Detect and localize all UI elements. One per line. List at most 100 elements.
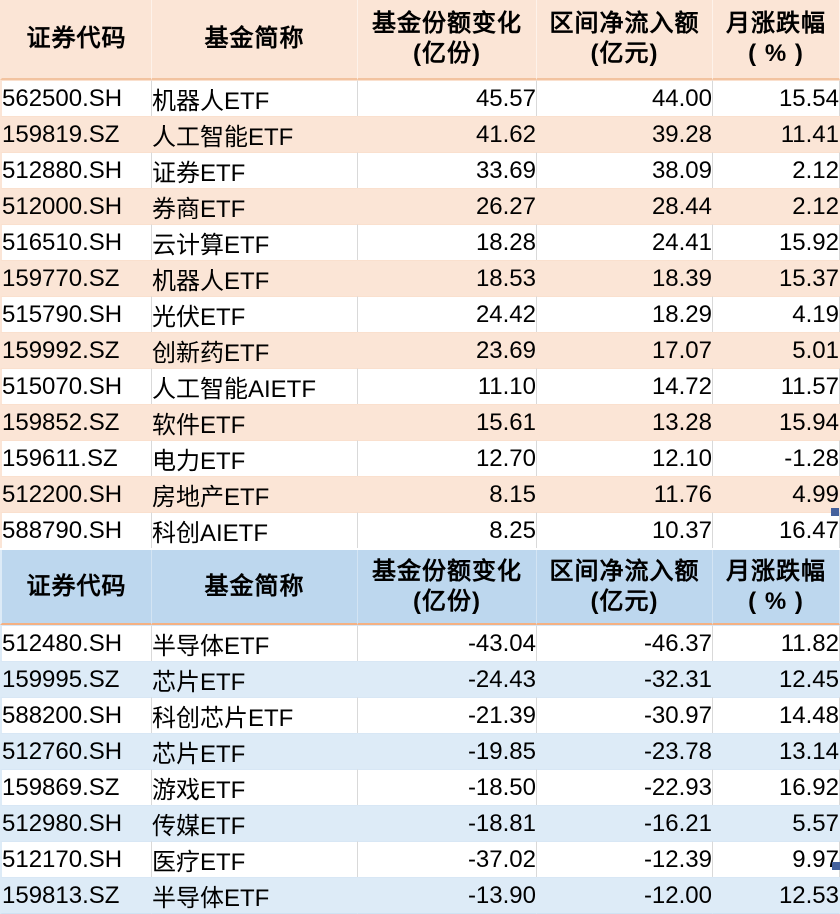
cell-security-code: 159770.SZ	[0, 260, 152, 296]
cell-share-change: 8.15	[358, 476, 537, 512]
table-row: 512980.SH 传媒ETF -18.81 -16.21 5.57	[0, 805, 840, 841]
header-monthly-change-line1: 月涨跌幅	[726, 10, 826, 37]
cell-fund-name: 人工智能AIETF	[152, 368, 358, 404]
cell-share-change: -37.02	[358, 841, 537, 877]
table-row: 588790.SH 科创AIETF 8.25 10.37 16.47	[0, 512, 840, 548]
cell-monthly-change: 14.48	[713, 697, 840, 733]
cell-monthly-change: 9.97	[713, 841, 840, 877]
share-increase-table-body: 562500.SH 机器人ETF 45.57 44.00 15.54 159819.SZ 人…	[0, 80, 840, 548]
cell-share-change: -43.04	[358, 625, 537, 661]
cell-net-inflow: 39.28	[537, 116, 713, 152]
cell-share-change: 12.70	[358, 440, 537, 476]
table-row: 515790.SH 光伏ETF 24.42 18.29 4.19	[0, 296, 840, 332]
cell-security-code: 515070.SH	[0, 368, 152, 404]
header-net-inflow-line1: 区间净流入额	[549, 10, 700, 37]
cell-monthly-change: 5.57	[713, 805, 840, 841]
cell-fund-name: 科创芯片ETF	[152, 697, 358, 733]
cell-security-code: 159819.SZ	[0, 116, 152, 152]
cell-monthly-change: 15.94	[713, 404, 840, 440]
cell-net-inflow: -46.37	[537, 625, 713, 661]
cell-fund-name: 半导体ETF	[152, 625, 358, 661]
cell-net-inflow: 24.41	[537, 224, 713, 260]
cell-fund-name: 电力ETF	[152, 440, 358, 476]
cell-fund-name: 传媒ETF	[152, 805, 358, 841]
cell-net-inflow: -16.21	[537, 805, 713, 841]
cell-monthly-change: 15.37	[713, 260, 840, 296]
cell-net-inflow: 11.76	[537, 476, 713, 512]
header-share-change: 基金份额变化 (亿份)	[358, 0, 537, 80]
cell-security-code: 159992.SZ	[0, 332, 152, 368]
cell-net-inflow: 38.09	[537, 152, 713, 188]
cell-net-inflow: -23.78	[537, 733, 713, 769]
excel-fill-handle-icon[interactable]	[831, 508, 839, 516]
cell-share-change: -21.39	[358, 697, 537, 733]
table-row: 512200.SH 房地产ETF 8.15 11.76 4.99	[0, 476, 840, 512]
cell-monthly-change: 15.92	[713, 224, 840, 260]
cell-monthly-change: -1.28	[713, 440, 840, 476]
cell-fund-name: 软件ETF	[152, 404, 358, 440]
cell-monthly-change: 4.19	[713, 296, 840, 332]
cell-net-inflow: 12.10	[537, 440, 713, 476]
header-net-inflow-unit: (亿元)	[590, 587, 659, 615]
header-net-inflow: 区间净流入额 (亿元)	[537, 0, 713, 80]
share-increase-table: 证券代码 基金简称 基金份额变化 (亿份) 区间净流入额 (亿元) 月涨跌幅 (…	[0, 0, 840, 548]
cell-monthly-change: 15.54	[713, 80, 840, 116]
cell-net-inflow: -30.97	[537, 697, 713, 733]
table-row: 159869.SZ 游戏ETF -18.50 -22.93 16.92	[0, 769, 840, 805]
cell-share-change: 23.69	[358, 332, 537, 368]
cell-security-code: 588200.SH	[0, 697, 152, 733]
cell-fund-name: 创新药ETF	[152, 332, 358, 368]
header-share-change-unit: (亿份)	[413, 587, 481, 615]
cell-monthly-change: 16.92	[713, 769, 840, 805]
cell-monthly-change: 11.82	[713, 625, 840, 661]
header-share-change-line1: 基金份额变化	[372, 10, 522, 37]
table-row: 159992.SZ 创新药ETF 23.69 17.07 5.01	[0, 332, 840, 368]
cell-fund-name: 芯片ETF	[152, 733, 358, 769]
cell-monthly-change: 11.57	[713, 368, 840, 404]
cell-share-change: -24.43	[358, 661, 537, 697]
header-share-change: 基金份额变化 (亿份)	[358, 550, 537, 625]
cell-security-code: 516510.SH	[0, 224, 152, 260]
cell-monthly-change: 16.47	[713, 512, 840, 548]
header-share-change-line1: 基金份额变化	[372, 557, 522, 585]
cell-security-code: 512000.SH	[0, 188, 152, 224]
cell-share-change: 41.62	[358, 116, 537, 152]
excel-fill-handle-icon[interactable]	[832, 862, 840, 870]
cell-monthly-change: 5.01	[713, 332, 840, 368]
cell-fund-name: 房地产ETF	[152, 476, 358, 512]
cell-monthly-change: 11.41	[713, 116, 840, 152]
cell-security-code: 159852.SZ	[0, 404, 152, 440]
table-row: 512000.SH 券商ETF 26.27 28.44 2.12	[0, 188, 840, 224]
cell-share-change: 15.61	[358, 404, 537, 440]
table-row: 562500.SH 机器人ETF 45.57 44.00 15.54	[0, 80, 840, 116]
table-row: 512880.SH 证券ETF 33.69 38.09 2.12	[0, 152, 840, 188]
cell-fund-name: 半导体ETF	[152, 877, 358, 914]
header-monthly-change-unit: ( % )	[748, 587, 804, 615]
cell-share-change: 26.27	[358, 188, 537, 224]
cell-monthly-change: 12.53	[713, 877, 840, 914]
header-fund-name: 基金简称	[152, 550, 358, 625]
cell-security-code: 588790.SH	[0, 512, 152, 548]
table-row: 159611.SZ 电力ETF 12.70 12.10 -1.28	[0, 440, 840, 476]
header-net-inflow: 区间净流入额 (亿元)	[537, 550, 713, 625]
cell-share-change: 24.42	[358, 296, 537, 332]
cell-share-change: 45.57	[358, 80, 537, 116]
cell-share-change: -18.81	[358, 805, 537, 841]
cell-fund-name: 科创AIETF	[152, 512, 358, 548]
cell-share-change: -18.50	[358, 769, 537, 805]
table-row: 159995.SZ 芯片ETF -24.43 -32.31 12.45	[0, 661, 840, 697]
header-monthly-change-line1: 月涨跌幅	[726, 557, 826, 585]
table-header-row: 证券代码 基金简称 基金份额变化 (亿份) 区间净流入额 (亿元) 月涨跌幅 (…	[0, 0, 840, 80]
cell-net-inflow: -32.31	[537, 661, 713, 697]
table-header-row: 证券代码 基金简称 基金份额变化 (亿份) 区间净流入额 (亿元) 月涨跌幅 (…	[0, 550, 840, 625]
cell-fund-name: 人工智能ETF	[152, 116, 358, 152]
table-row: 159813.SZ 半导体ETF -13.90 -12.00 12.53	[0, 877, 840, 914]
cell-net-inflow: 10.37	[537, 512, 713, 548]
header-security-code: 证券代码	[0, 550, 152, 625]
cell-fund-name: 机器人ETF	[152, 80, 358, 116]
cell-share-change: 11.10	[358, 368, 537, 404]
cell-security-code: 512980.SH	[0, 805, 152, 841]
cell-fund-name: 游戏ETF	[152, 769, 358, 805]
cell-security-code: 159995.SZ	[0, 661, 152, 697]
header-net-inflow-line1: 区间净流入额	[549, 557, 700, 585]
